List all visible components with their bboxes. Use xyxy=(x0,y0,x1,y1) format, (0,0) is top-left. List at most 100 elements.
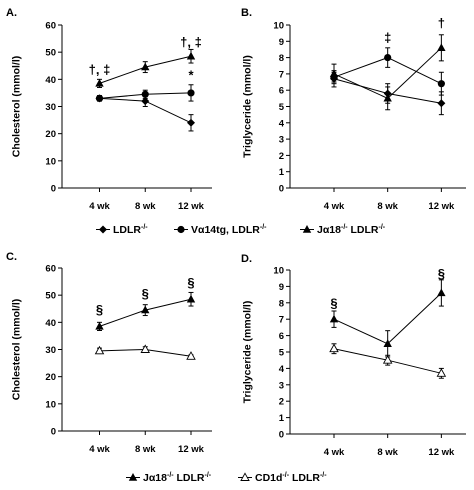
y-tick-label: 9 xyxy=(279,37,284,48)
x-tick-label: 4 wk xyxy=(89,444,110,455)
y-tick-label: 40 xyxy=(45,75,56,86)
significance-mark: § xyxy=(187,275,194,290)
y-tick-label: 40 xyxy=(45,318,56,329)
data-point xyxy=(186,51,196,60)
data-point xyxy=(186,351,196,360)
data-point xyxy=(383,339,392,347)
data-point xyxy=(141,90,149,98)
data-point xyxy=(187,118,195,127)
legend-label: Jα18-/- LDLR-/- xyxy=(317,224,386,236)
legend-item: Jα18-/- LDLR-/- xyxy=(126,472,212,484)
data-point xyxy=(95,321,104,330)
legend-label: CD1d-/- LDLR-/- xyxy=(255,472,327,484)
y-tick-label: 10 xyxy=(45,156,56,167)
data-point xyxy=(94,345,105,355)
data-point xyxy=(384,54,392,62)
data-point xyxy=(437,99,446,108)
y-tick-label: 50 xyxy=(45,291,56,302)
y-tick-label: 0 xyxy=(279,184,284,195)
legend-2: Jα18-/- LDLR-/- CD1d-/- LDLR-/- xyxy=(126,472,327,484)
y-tick-label: 2 xyxy=(279,151,284,162)
legend-marker xyxy=(99,225,107,234)
significance-mark: † xyxy=(438,15,445,30)
x-tick-label: 4 wk xyxy=(324,201,345,212)
significance-mark: ‡ xyxy=(384,30,391,45)
y-axis-label: Triglyceride (mmol/l) xyxy=(242,301,254,404)
series xyxy=(95,48,196,88)
x-tick-label: 12 wk xyxy=(428,447,455,458)
y-axis-label: Cholesterol (mmol/l) xyxy=(11,56,23,158)
panel-label: B. xyxy=(241,7,252,19)
y-tick-label: 6 xyxy=(279,331,284,342)
panel-label: D. xyxy=(241,253,252,265)
y-tick-label: 3 xyxy=(279,135,284,146)
data-point xyxy=(382,355,393,364)
significance-mark: †, ‡ xyxy=(89,62,111,77)
y-tick-label: 5 xyxy=(279,348,285,359)
y-tick-label: 20 xyxy=(45,372,56,383)
y-tick-label: 4 xyxy=(279,364,285,375)
significance-mark: § xyxy=(330,296,337,311)
panel-label: A. xyxy=(6,7,17,19)
data-point xyxy=(437,288,446,297)
data-point xyxy=(329,69,339,78)
series xyxy=(95,94,195,132)
y-tick-label: 10 xyxy=(273,21,284,32)
data-point xyxy=(140,344,151,353)
legend-item: CD1d-/- LDLR-/- xyxy=(238,472,327,484)
series xyxy=(94,344,196,360)
data-point xyxy=(141,62,150,71)
data-point xyxy=(95,94,104,102)
series xyxy=(95,291,196,331)
data-point xyxy=(141,97,150,106)
significance-mark: § xyxy=(142,286,149,301)
significance-mark: § xyxy=(96,302,103,317)
data-point xyxy=(187,89,195,97)
x-tick-label: 8 wk xyxy=(377,447,398,458)
y-tick-label: 30 xyxy=(45,102,56,113)
data-point xyxy=(186,294,196,303)
data-point xyxy=(383,93,392,102)
y-tick-label: 0 xyxy=(51,184,56,195)
y-tick-label: 3 xyxy=(279,380,284,391)
legend-item: LDLR-/- xyxy=(96,224,148,236)
legend-label: Vα14tg, LDLR-/- xyxy=(191,224,267,236)
y-tick-label: 8 xyxy=(279,53,284,64)
y-tick-label: 2 xyxy=(279,397,284,408)
data-point xyxy=(329,314,339,323)
significance-mark: †, ‡ xyxy=(180,35,202,50)
y-tick-label: 1 xyxy=(279,167,285,178)
y-axis-label: Triglyceride (mmol/l) xyxy=(242,55,254,158)
x-tick-label: 4 wk xyxy=(324,447,345,458)
legend-marker xyxy=(177,225,185,234)
y-tick-label: 0 xyxy=(279,430,284,441)
y-tick-label: 4 xyxy=(279,118,285,129)
x-tick-label: 12 wk xyxy=(428,201,455,212)
chart-panel-3: C. 0 10 20 30 40 50 60 4 wk 8 wk 12 wk Cholesterol … xyxy=(6,251,212,455)
y-tick-label: 6 xyxy=(279,86,284,97)
data-point xyxy=(95,78,104,87)
legend-item: Vα14tg, LDLR-/- xyxy=(174,224,267,236)
series xyxy=(95,84,195,102)
significance-mark: * xyxy=(188,67,194,82)
legend-label: Jα18-/- LDLR-/- xyxy=(143,472,212,484)
y-tick-label: 20 xyxy=(45,129,56,140)
data-point xyxy=(436,368,447,377)
legend-marker xyxy=(302,225,312,233)
y-tick-label: 50 xyxy=(45,48,56,59)
y-tick-label: 1 xyxy=(279,413,285,424)
series xyxy=(329,279,446,358)
y-tick-label: 5 xyxy=(279,102,285,113)
data-point xyxy=(437,43,446,52)
y-tick-label: 10 xyxy=(273,266,284,277)
y-tick-label: 8 xyxy=(279,298,284,309)
y-tick-label: 0 xyxy=(51,427,56,438)
legend-label: LDLR-/- xyxy=(113,224,148,236)
x-tick-label: 8 wk xyxy=(377,201,398,212)
significance-mark: § xyxy=(438,266,445,281)
y-tick-label: 9 xyxy=(279,282,284,293)
chart-panel-4: D. 0 1 2 3 4 5 6 7 8 9 10 4 wk 8 wk 12 wk Triglyceride … xyxy=(241,253,466,458)
x-tick-label: 8 wk xyxy=(135,444,156,455)
legend-1: LDLR-/- Vα14tg, LDLR-/- Jα18-/- LDLR-/- xyxy=(96,224,386,236)
